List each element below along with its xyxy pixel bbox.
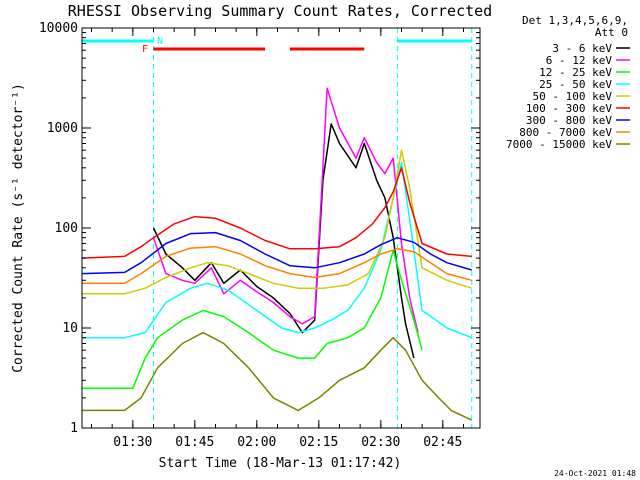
- x-tick-label-0: 01:30: [113, 435, 152, 450]
- legend-header-2: Att 0: [595, 26, 628, 39]
- print-date: 24-Oct-2021 01:48: [554, 469, 636, 478]
- x-tick-label-4: 02:30: [361, 435, 400, 450]
- series-line-1: [152, 87, 419, 333]
- y-axis-ticks: 1 10 100 1000 10000: [39, 21, 480, 436]
- series-line-0: [152, 123, 415, 359]
- legend-label-2: 12 - 25 keV: [539, 66, 612, 79]
- chart-title: RHESSI Observing Summary Count Rates, Co…: [68, 2, 492, 20]
- legend-label-0: 3 - 6 keV: [552, 42, 612, 55]
- series-line-6: [81, 231, 472, 275]
- series-line-4: [82, 149, 472, 295]
- legend-header-1: Det 1,3,4,5,6,9,: [522, 14, 628, 27]
- y-axis-label: Corrected Count Rate (s⁻¹ detector⁻¹): [11, 83, 26, 373]
- flag-label-n: N: [157, 36, 163, 47]
- x-tick-label-2: 02:00: [237, 435, 276, 450]
- series-line-2: [82, 249, 423, 389]
- y-tick-label-4: 10000: [39, 21, 78, 36]
- series-line-5: [81, 167, 472, 259]
- x-tick-label-3: 02:15: [299, 435, 338, 450]
- series-line-7: [82, 245, 472, 285]
- y-tick-label-3: 1000: [47, 121, 78, 136]
- legend-label-6: 300 - 800 keV: [526, 114, 612, 127]
- series-line-3: [82, 161, 472, 339]
- legend-label-5: 100 - 300 keV: [526, 102, 612, 115]
- y-tick-label-0: 1: [70, 421, 78, 436]
- legend-label-7: 800 - 7000 keV: [519, 126, 612, 139]
- x-tick-label-1: 01:45: [175, 435, 214, 450]
- x-tick-label-5: 02:45: [423, 435, 462, 450]
- legend-label-1: 6 - 12 keV: [546, 54, 613, 67]
- y-tick-label-2: 100: [55, 221, 78, 236]
- legend-label-8: 7000 - 15000 keV: [506, 138, 612, 151]
- legend-label-3: 25 - 50 keV: [539, 78, 612, 91]
- y-tick-label-1: 10: [62, 321, 78, 336]
- series-group: [81, 87, 473, 421]
- legend-label-4: 50 - 100 keV: [533, 90, 613, 103]
- x-axis-label: Start Time (18-Mar-13 01:17:42): [159, 456, 402, 471]
- flag-label-f: F: [142, 44, 148, 55]
- series-line-8: [82, 331, 473, 421]
- x-axis-ticks: 01:30 01:45 02:00 02:15 02:30 02:45: [91, 28, 464, 450]
